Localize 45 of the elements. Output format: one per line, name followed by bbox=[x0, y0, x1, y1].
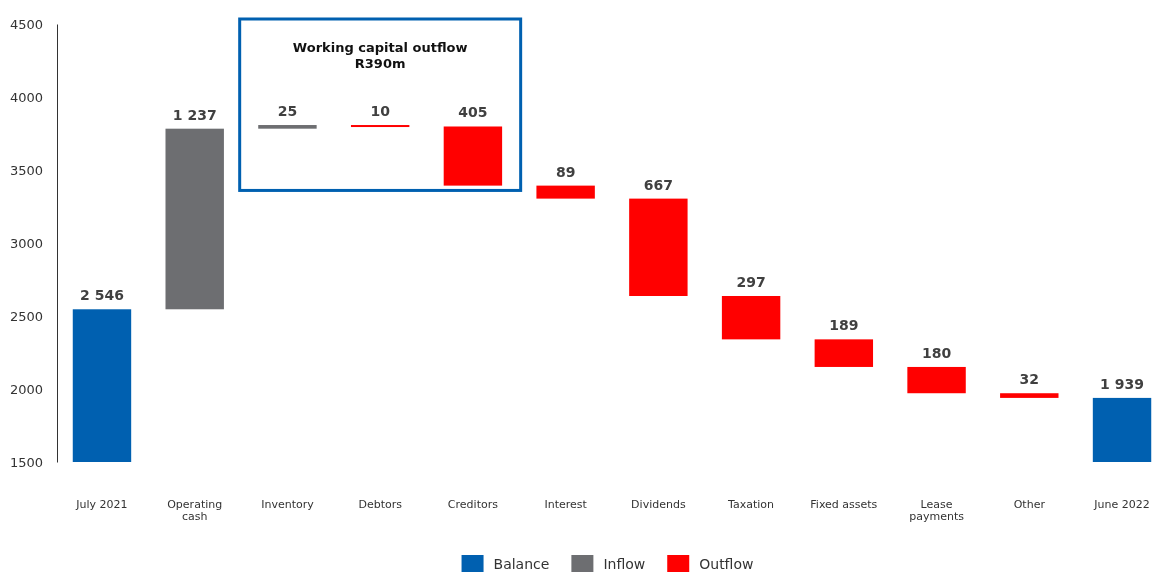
bar bbox=[165, 128, 224, 310]
data-label: 405 bbox=[458, 104, 488, 121]
x-tick-label: Debtors bbox=[358, 497, 403, 511]
data-label: 1 237 bbox=[172, 106, 217, 123]
y-tick-label: 1500 bbox=[9, 454, 43, 470]
bar bbox=[536, 185, 595, 199]
bar bbox=[629, 198, 688, 296]
bar bbox=[721, 296, 781, 340]
data-label: 89 bbox=[555, 163, 576, 180]
bar bbox=[443, 126, 503, 186]
x-tick-label: Dividends bbox=[631, 497, 686, 511]
data-label: 1 939 bbox=[1100, 375, 1144, 392]
data-label: 2 546 bbox=[80, 287, 124, 304]
bar bbox=[814, 339, 874, 367]
data-label: 667 bbox=[643, 176, 673, 193]
data-label: 25 bbox=[277, 103, 298, 120]
y-tick-label: 3000 bbox=[9, 235, 43, 251]
data-label: 180 bbox=[921, 344, 952, 361]
x-tick-label: Inventory bbox=[261, 497, 315, 511]
x-tick-label: June 2022 bbox=[1093, 497, 1150, 511]
x-tick-label: Operating cash bbox=[167, 497, 223, 523]
x-tick-label: July 2021 bbox=[75, 497, 128, 511]
annotation: Working capital outflow R390m bbox=[292, 40, 468, 72]
legend-label: Balance bbox=[493, 556, 550, 572]
x-tick-label: Fixed assets bbox=[810, 497, 878, 511]
y-tick-label: 2500 bbox=[9, 308, 43, 324]
bar bbox=[907, 366, 966, 394]
legend-label: Outflow bbox=[699, 556, 754, 572]
x-tick-label: Creditors bbox=[447, 497, 499, 511]
legend-label: Inflow bbox=[603, 556, 646, 572]
y-tick-label: 4000 bbox=[9, 89, 43, 105]
y-tick-label: 4500 bbox=[9, 16, 43, 32]
data-label: 32 bbox=[1019, 371, 1040, 388]
bar bbox=[350, 125, 410, 128]
x-tick-label: Taxation bbox=[727, 497, 775, 511]
data-label: 10 bbox=[370, 103, 391, 120]
x-tick-label: Interest bbox=[544, 497, 588, 511]
data-label: 189 bbox=[829, 317, 859, 334]
y-tick-label: 3500 bbox=[9, 162, 43, 178]
x-tick-label: Other bbox=[1013, 497, 1046, 511]
y-tick-label: 2000 bbox=[9, 381, 43, 397]
data-label: 297 bbox=[736, 274, 766, 290]
bar bbox=[1000, 393, 1059, 398]
bar bbox=[258, 125, 317, 129]
x-tick-label: Lease payments bbox=[909, 497, 965, 523]
